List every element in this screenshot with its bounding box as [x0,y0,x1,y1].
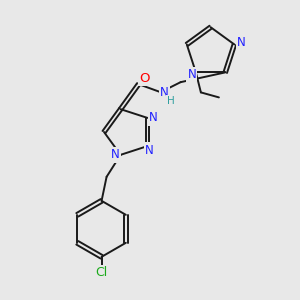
Text: O: O [139,72,150,85]
Text: N: N [160,86,169,99]
Text: N: N [188,68,196,81]
Text: H: H [167,96,175,106]
Text: N: N [111,148,120,161]
Text: N: N [237,36,246,49]
Text: Cl: Cl [95,266,108,279]
Text: N: N [149,111,158,124]
Text: N: N [145,144,154,157]
